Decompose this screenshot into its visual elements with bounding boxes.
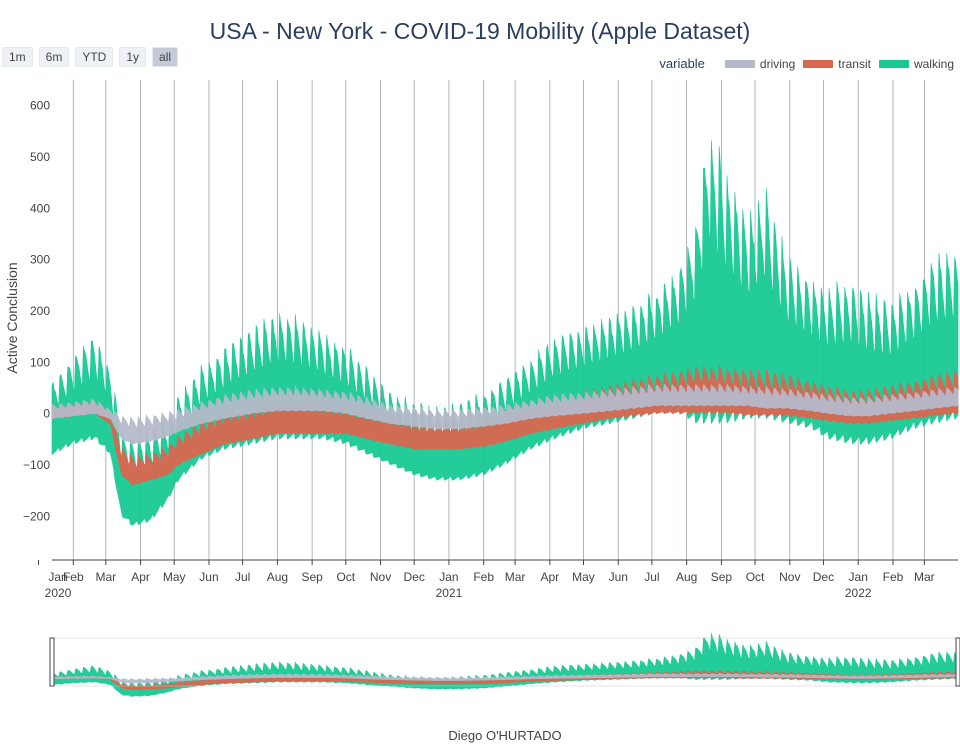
x-tick-label: Apr — [541, 570, 560, 584]
x-tick-label: Oct — [746, 570, 765, 584]
legend-label-transit: transit — [838, 56, 871, 71]
x-tick-label: Feb — [63, 570, 84, 584]
range-button-1y[interactable]: 1y — [119, 47, 147, 67]
chart-title: USA - New York - COVID-19 Mobility (Appl… — [209, 18, 751, 44]
x-tick-year-label: 2022 — [845, 586, 872, 600]
y-tick-label: 100 — [30, 355, 50, 369]
series-areas — [51, 140, 959, 526]
x-tick-label: May — [572, 570, 595, 584]
slider-area-walking — [51, 633, 959, 697]
x-tick-label: Jan — [849, 570, 868, 584]
range-button-all[interactable]: all — [152, 47, 179, 67]
y-tick-label: 0 — [43, 407, 50, 421]
x-tick-year-label: 2020 — [45, 586, 72, 600]
axes: −200 −100 0 100 200 300 400 500 600 Jan 2020 Feb Mar… — [23, 99, 958, 600]
y-tick-label: 200 — [30, 304, 50, 318]
x-tick-label: Mar — [914, 570, 935, 584]
range-button-6m[interactable]: 6m — [38, 47, 70, 67]
x-tick-label: Dec — [404, 570, 425, 584]
y-tick-label: −200 — [23, 509, 50, 523]
x-tick-label: Feb — [883, 570, 904, 584]
legend-item-driving[interactable]: driving — [724, 56, 796, 71]
x-tick-label: Sep — [301, 570, 323, 584]
x-tick-label: Nov — [779, 570, 800, 584]
x-tick-label: Jan — [439, 570, 458, 584]
x-tick-label: Aug — [267, 570, 288, 584]
legend: variable driving transit walking — [659, 56, 954, 71]
x-tick-label: Feb — [473, 570, 494, 584]
x-tick-label: Jul — [235, 570, 250, 584]
series-area-driving — [51, 382, 959, 445]
x-tick-year-label: 2021 — [436, 586, 463, 600]
x-tick-label: Jun — [609, 570, 628, 584]
y-tick-label: 600 — [30, 99, 50, 113]
y-tick-label: 500 — [30, 150, 50, 164]
y-tick-label: 300 — [30, 253, 50, 267]
x-tick-label: Dec — [813, 570, 834, 584]
legend-label-driving: driving — [759, 56, 796, 71]
x-tick-label: Sep — [711, 570, 733, 584]
legend-item-transit[interactable]: transit — [803, 57, 871, 71]
range-slider — [49, 633, 960, 697]
series-area-walking — [51, 140, 959, 526]
author-credit: Diego O'HURTADO — [448, 728, 562, 743]
range-selector: 1m 6m YTD 1y all — [2, 47, 179, 67]
range-slider-handle-left — [49, 637, 55, 687]
legend-label-walking: walking — [913, 56, 954, 71]
y-tick-label: 400 — [30, 201, 50, 215]
x-tick-label: May — [163, 570, 186, 584]
range-slider-handle-right — [955, 637, 960, 687]
range-button-1m[interactable]: 1m — [2, 47, 33, 67]
legend-swatch-walking — [878, 59, 909, 68]
legend-swatch-driving — [724, 59, 755, 68]
x-tick-label: Mar — [95, 570, 116, 584]
x-tick-label: Oct — [336, 570, 355, 584]
legend-item-walking[interactable]: walking — [878, 56, 954, 71]
range-button-ytd[interactable]: YTD — [75, 47, 114, 67]
x-tick-label: Jan — [48, 570, 67, 584]
mobility-chart[interactable]: −200 −100 0 100 200 300 400 500 600 Jan 2020 Feb Mar… — [0, 0, 960, 720]
x-tick-label: Apr — [131, 570, 150, 584]
legend-title: variable — [659, 56, 705, 71]
legend-swatch-transit — [803, 59, 834, 68]
x-tick-label: Aug — [676, 570, 697, 584]
y-tick-label: −100 — [23, 458, 50, 472]
x-tick-label: Jun — [199, 570, 218, 584]
x-tick-label: Jul — [644, 570, 659, 584]
x-tick-label: Nov — [370, 570, 391, 584]
x-tick-label: Mar — [505, 570, 526, 584]
